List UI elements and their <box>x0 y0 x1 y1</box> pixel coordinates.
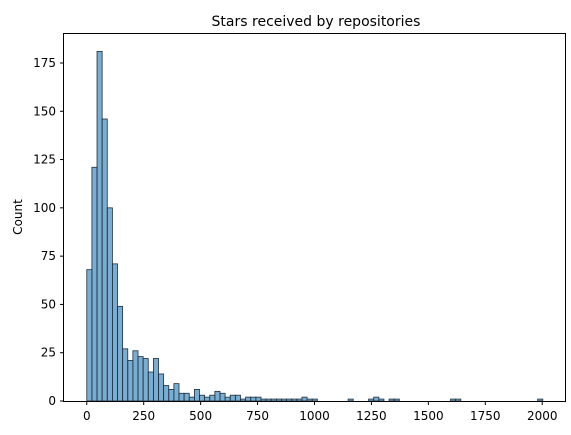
y-tick-label: 175 <box>33 56 56 70</box>
x-tick-label: 1250 <box>356 409 387 423</box>
histogram-bar <box>188 396 195 402</box>
x-tick-label: 500 <box>189 409 212 423</box>
histogram-bar <box>111 263 118 402</box>
x-tick-label: 1750 <box>470 409 501 423</box>
histogram-bar <box>199 394 206 402</box>
histogram-bar <box>96 50 103 402</box>
histogram-bar <box>275 398 282 402</box>
y-tick-label: 150 <box>33 104 56 118</box>
histogram-bar <box>234 394 241 402</box>
histogram-bar <box>224 396 231 402</box>
histogram-bar <box>255 396 262 402</box>
histogram-bar <box>537 398 544 402</box>
histogram-bar <box>209 394 216 402</box>
x-tick-label: 250 <box>132 409 155 423</box>
histogram-bar <box>183 392 190 402</box>
histogram-bar <box>229 394 236 402</box>
histogram-bar <box>137 356 144 402</box>
histogram-bar <box>240 398 247 402</box>
histogram-bar <box>388 398 395 402</box>
x-axis: 0 250 500 750 1000 1250 1500 1750 2000 <box>83 401 558 423</box>
histogram-bar <box>245 396 252 402</box>
histogram-bar <box>214 390 221 402</box>
histogram-bar <box>301 396 308 402</box>
x-tick-label: 2000 <box>527 409 558 423</box>
histogram-bar <box>373 396 380 402</box>
y-tick-label: 100 <box>33 201 56 215</box>
y-axis: 0 25 50 75 100 125 150 175 <box>33 56 64 408</box>
histogram-bar <box>204 396 211 402</box>
plot-frame <box>63 33 566 402</box>
histogram-bar <box>178 392 185 402</box>
histogram-bar <box>127 360 134 402</box>
histogram-bar <box>296 398 303 402</box>
histogram-bar <box>347 398 354 402</box>
histogram-bar <box>368 398 375 402</box>
histogram-bar <box>91 166 98 402</box>
x-tick-label: 0 <box>83 409 91 423</box>
histogram-bar <box>158 373 165 402</box>
histogram-bar <box>106 207 113 402</box>
histogram-bar <box>260 398 267 402</box>
histogram-bar <box>450 398 457 402</box>
chart-title: Stars received by repositories <box>212 14 421 30</box>
histogram-bar <box>147 371 154 402</box>
histogram-bar <box>311 398 318 402</box>
histogram-bar <box>86 269 93 402</box>
histogram-bar <box>152 358 159 402</box>
histogram-bar <box>132 350 139 402</box>
histogram-bar <box>122 348 129 402</box>
y-tick-label: 25 <box>41 346 56 360</box>
bars-group <box>86 50 544 402</box>
histogram-bar <box>455 398 462 402</box>
histogram-bar <box>168 389 175 402</box>
x-tick-label: 750 <box>246 409 269 423</box>
x-tick-label: 1000 <box>299 409 330 423</box>
histogram-bar <box>393 398 400 402</box>
histogram-bar <box>163 385 170 402</box>
histogram-bar <box>291 398 298 402</box>
histogram-bar <box>101 118 108 402</box>
histogram-bar <box>306 398 313 402</box>
y-tick-label: 75 <box>41 249 56 263</box>
y-axis-label: Count <box>11 199 25 235</box>
x-tick-label: 1500 <box>413 409 444 423</box>
histogram-bar <box>250 396 257 402</box>
histogram-bar <box>173 383 180 402</box>
histogram-bar <box>219 392 226 402</box>
histogram-bar <box>281 398 288 402</box>
y-tick-label: 0 <box>48 394 56 408</box>
histogram-bar <box>117 305 124 402</box>
histogram-bar <box>193 389 200 402</box>
histogram-bar <box>142 358 149 402</box>
histogram-bar <box>265 398 272 402</box>
y-tick-label: 125 <box>33 153 56 167</box>
y-tick-label: 50 <box>41 297 56 311</box>
histogram-bar <box>286 398 293 402</box>
histogram-bar <box>270 398 277 402</box>
histogram-bar <box>378 398 385 402</box>
